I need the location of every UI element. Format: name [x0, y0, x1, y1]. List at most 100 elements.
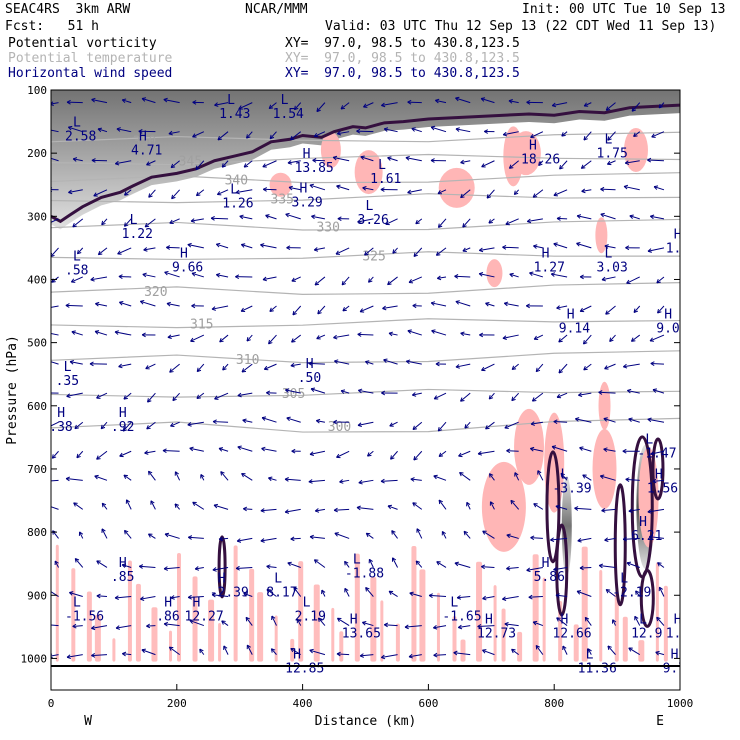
wind-arrowhead — [649, 214, 655, 220]
wind-shaft — [144, 450, 156, 454]
wind-shaft — [583, 363, 592, 371]
wind-arrowhead — [91, 158, 96, 163]
wind-shaft — [505, 218, 519, 225]
wind-arrowhead — [96, 455, 101, 460]
wind-arrowhead — [464, 424, 469, 429]
wind-vector — [511, 648, 519, 656]
wind-shaft — [192, 131, 205, 138]
wind-vector — [356, 505, 374, 511]
wind-arrowhead — [625, 245, 630, 251]
wind-shaft — [657, 305, 665, 314]
wind-vector — [91, 625, 108, 631]
wind-arrowhead — [415, 219, 420, 225]
extremum-marker: H — [542, 246, 550, 261]
wind-shaft — [123, 392, 132, 400]
wind-arrowhead — [556, 393, 562, 399]
wind-arrowhead — [65, 476, 70, 482]
extremum-marker: L — [73, 250, 81, 265]
isentrope-line — [51, 131, 680, 143]
wind-vector — [290, 647, 301, 656]
wind-shaft — [71, 276, 83, 283]
wind-vector — [243, 592, 253, 597]
wind-speed-shade — [380, 600, 384, 662]
wind-vector — [503, 301, 519, 307]
wind-arrowhead — [510, 499, 515, 505]
wind-arrowhead — [163, 97, 168, 103]
wind-vector — [218, 536, 229, 542]
wind-vector — [144, 218, 156, 228]
wind-vector — [191, 303, 204, 309]
wind-vector — [310, 387, 326, 394]
wind-arrowhead — [96, 593, 101, 599]
wind-arrowhead — [69, 591, 74, 596]
wind-vector — [532, 620, 544, 627]
wind-shaft — [268, 334, 277, 345]
wind-shaft — [560, 472, 568, 481]
wind-arrowhead — [313, 559, 319, 564]
wind-arrowhead — [215, 242, 221, 248]
extremum-value: 11.36 — [578, 661, 617, 676]
extremum-value: 1.27 — [534, 260, 565, 275]
wind-vector — [222, 363, 229, 371]
wind-arrowhead — [269, 307, 274, 312]
wind-arrowhead — [560, 472, 565, 478]
wind-vector — [340, 389, 350, 394]
wind-arrowhead — [101, 220, 106, 226]
extremum-marker: H — [299, 181, 307, 196]
wind-shaft — [436, 561, 447, 568]
wind-shaft — [478, 450, 495, 455]
wind-vector — [266, 564, 277, 570]
wind-arrowhead — [626, 561, 632, 567]
isentrope-label: 335 — [271, 193, 294, 208]
wind-vector — [601, 508, 616, 513]
wind-vector — [513, 189, 520, 196]
extremum-marker: L — [586, 647, 594, 662]
wind-vector — [342, 305, 350, 312]
extremum-value: -1.47 — [637, 447, 676, 462]
x-tick-label: 600 — [418, 697, 438, 710]
wind-arrowhead — [477, 623, 482, 629]
wind-shaft — [434, 392, 447, 400]
wind-shaft — [466, 502, 471, 510]
wind-shaft — [309, 649, 326, 656]
wind-arrowhead — [555, 504, 560, 510]
wind-arrowhead — [502, 335, 507, 340]
wind-shaft — [628, 647, 641, 656]
wind-shaft — [237, 446, 253, 452]
wind-vector — [390, 450, 398, 460]
wind-arrowhead — [138, 128, 143, 134]
wind-vector — [65, 476, 83, 482]
wind-shaft — [368, 559, 374, 568]
wind-vector — [647, 508, 665, 514]
wind-vector — [51, 392, 59, 394]
wind-arrowhead — [195, 165, 200, 171]
wind-vector — [141, 97, 156, 104]
wind-shaft — [363, 102, 374, 108]
wind-arrowhead — [47, 221, 51, 224]
wind-speed-shade — [313, 584, 320, 662]
wind-arrowhead — [168, 130, 173, 136]
wind-arrowhead — [599, 474, 605, 480]
wind-arrowhead — [123, 395, 128, 400]
wind-shaft — [316, 334, 326, 340]
wind-vector — [577, 537, 592, 543]
wind-vector — [633, 131, 641, 137]
wind-vector — [174, 471, 181, 481]
wind-vector — [435, 98, 447, 104]
wind-arrowhead — [241, 472, 246, 478]
pv-contour-loop — [555, 523, 569, 617]
wind-shaft — [187, 244, 204, 249]
extremum-marker: L — [303, 596, 311, 611]
wind-arrowhead — [362, 621, 367, 626]
wind-arrowhead — [382, 305, 387, 311]
wind-vector — [459, 471, 471, 481]
wind-arrowhead — [405, 359, 411, 365]
wind-vector — [333, 334, 350, 340]
wind-shaft — [625, 478, 640, 481]
wind-vector — [435, 247, 447, 256]
wind-arrowhead — [556, 617, 561, 622]
wind-vector — [240, 243, 253, 249]
wind-vector — [533, 503, 544, 510]
wind-shaft — [410, 478, 422, 481]
wind-vector — [607, 645, 616, 655]
